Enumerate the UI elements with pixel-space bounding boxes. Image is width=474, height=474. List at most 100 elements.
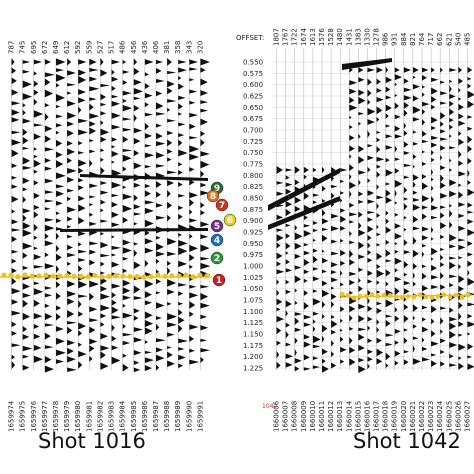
wiggle bbox=[285, 362, 293, 368]
wiggle bbox=[44, 89, 54, 98]
wiggle bbox=[22, 187, 28, 192]
wiggle bbox=[122, 353, 127, 358]
wiggle bbox=[33, 71, 37, 76]
wiggle bbox=[100, 93, 106, 101]
wiggle bbox=[467, 169, 470, 178]
pick bbox=[345, 292, 351, 298]
wiggle bbox=[11, 149, 19, 158]
wiggle bbox=[122, 363, 129, 372]
wiggle bbox=[56, 139, 63, 147]
wiggle bbox=[22, 222, 31, 230]
wiggle bbox=[340, 168, 348, 172]
wiggle bbox=[89, 76, 98, 82]
pick bbox=[141, 274, 147, 280]
trace-label: 1660020 bbox=[400, 401, 408, 432]
wiggle bbox=[385, 182, 391, 186]
wiggle bbox=[422, 264, 427, 269]
wiggle bbox=[385, 352, 391, 361]
offset-label: 764 bbox=[418, 32, 426, 46]
wiggle bbox=[376, 326, 380, 334]
wiggle bbox=[412, 67, 419, 73]
wiggle bbox=[33, 235, 38, 240]
wiggle bbox=[303, 302, 309, 310]
wiggle bbox=[189, 112, 199, 118]
wiggle bbox=[285, 259, 290, 265]
pick bbox=[399, 295, 405, 300]
wiggle bbox=[467, 355, 472, 359]
wiggle bbox=[440, 145, 446, 151]
wiggle bbox=[67, 100, 76, 107]
wiggle bbox=[144, 59, 154, 65]
wiggle bbox=[144, 327, 153, 335]
wiggle bbox=[376, 164, 381, 169]
wiggle bbox=[78, 178, 84, 183]
wiggle bbox=[78, 280, 87, 289]
wiggle bbox=[394, 276, 402, 282]
wiggle bbox=[89, 338, 98, 345]
wiggle bbox=[78, 106, 82, 114]
wiggle bbox=[294, 242, 302, 250]
wiggle bbox=[22, 196, 27, 204]
wiggle bbox=[367, 363, 370, 370]
wiggle bbox=[11, 330, 17, 336]
wiggle bbox=[44, 217, 55, 222]
wiggle bbox=[303, 269, 310, 275]
wiggle bbox=[156, 79, 165, 83]
wiggle bbox=[67, 234, 73, 239]
wiggle bbox=[89, 127, 97, 135]
offset-label: 456 bbox=[130, 40, 138, 54]
wiggle bbox=[100, 313, 107, 319]
pick bbox=[357, 293, 363, 299]
wiggle bbox=[358, 133, 361, 140]
wiggle bbox=[111, 137, 118, 142]
wiggle bbox=[200, 67, 206, 73]
wiggle bbox=[122, 98, 127, 103]
wiggle bbox=[276, 242, 281, 249]
trace-label: 1660012 bbox=[327, 401, 335, 432]
offset-label: 931 bbox=[391, 33, 399, 46]
wiggle bbox=[167, 130, 174, 136]
wiggle bbox=[100, 128, 110, 136]
wiggle bbox=[294, 348, 297, 357]
wiggle bbox=[322, 280, 328, 287]
pick bbox=[120, 273, 126, 279]
wiggle bbox=[440, 247, 445, 252]
wiggle bbox=[133, 261, 141, 270]
wiggle bbox=[422, 118, 426, 126]
trace-label: 1660010 bbox=[309, 401, 317, 432]
wiggle bbox=[449, 93, 456, 100]
wiggle bbox=[167, 351, 173, 359]
pick bbox=[423, 294, 429, 300]
wiggle bbox=[178, 239, 188, 247]
wiggle bbox=[200, 221, 210, 228]
wiggle bbox=[422, 174, 427, 180]
wiggle bbox=[449, 353, 454, 359]
wiggle bbox=[100, 362, 109, 370]
wiggle bbox=[33, 59, 43, 65]
wiggle bbox=[394, 306, 398, 313]
pick bbox=[197, 272, 203, 278]
wiggle bbox=[403, 288, 410, 295]
wiggle bbox=[394, 179, 403, 188]
wiggle bbox=[458, 213, 465, 218]
offset-label: 485 bbox=[463, 33, 471, 46]
wiggle bbox=[394, 328, 401, 334]
wiggle bbox=[100, 271, 105, 275]
wiggle bbox=[349, 115, 352, 120]
wiggle bbox=[200, 190, 210, 196]
trace-label: 1659983 bbox=[108, 401, 116, 432]
wiggle bbox=[22, 252, 28, 259]
wiggle bbox=[122, 268, 128, 274]
wiggle bbox=[376, 307, 382, 314]
wiggle bbox=[56, 151, 63, 159]
wiggle bbox=[133, 58, 138, 66]
offset-label: 662 bbox=[436, 33, 444, 46]
wiggle bbox=[467, 343, 474, 350]
wiggle bbox=[440, 192, 448, 199]
pick bbox=[465, 292, 471, 298]
wiggle bbox=[56, 68, 65, 73]
wiggle bbox=[133, 308, 140, 314]
wiggle bbox=[303, 334, 311, 340]
pick bbox=[134, 273, 140, 280]
wiggle bbox=[56, 130, 60, 135]
